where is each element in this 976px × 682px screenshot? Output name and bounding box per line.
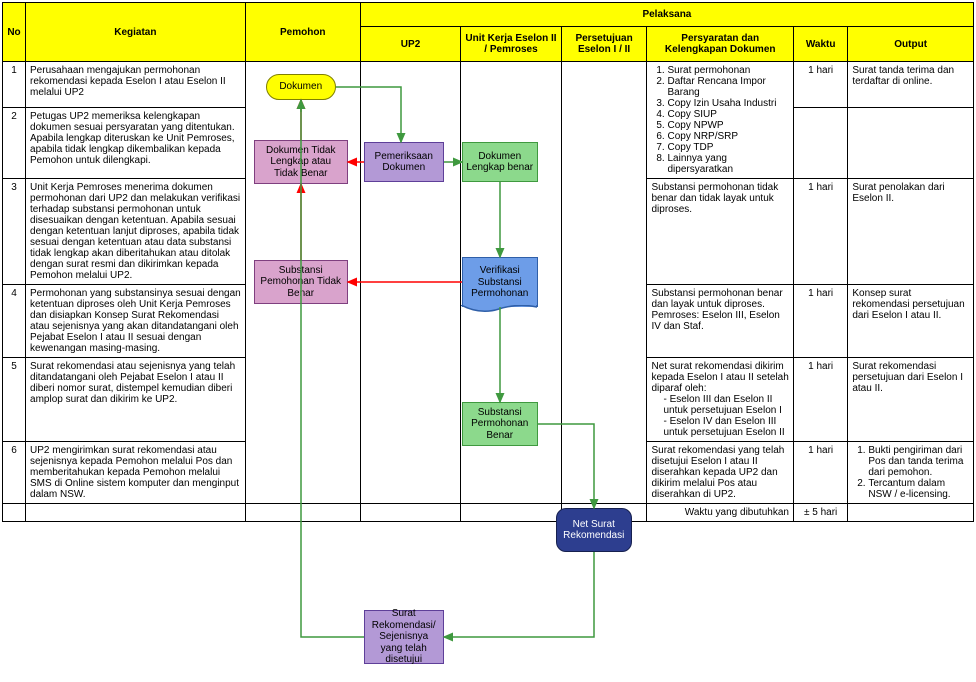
cell-output: Surat penolakan dari Eselon II. <box>848 179 974 285</box>
cell-no: 3 <box>3 179 26 285</box>
dok-item: Daftar Rencana Impor Barang <box>667 76 788 98</box>
cell-dok: Surat rekomendasi yang telah disetujui E… <box>647 442 793 504</box>
th-up2: UP2 <box>360 27 460 62</box>
cell-no: 2 <box>3 107 26 178</box>
out6-item: Tercantum dalam NSW / e-licensing. <box>868 478 969 500</box>
cell-output: Surat rekomendasi persetujuan dari Eselo… <box>848 358 974 442</box>
shape-surat: Surat Rekomendasi/ Sejenisnya yang telah… <box>364 610 444 664</box>
flow-pemohon: Dokumen Dokumen Tidak Lengkap atau Tidak … <box>245 62 360 504</box>
cell-no: 6 <box>3 442 26 504</box>
cell-dok: Substansi permohonan tidak benar dan tid… <box>647 179 793 285</box>
flow-up2 <box>360 62 460 504</box>
cell-no: 5 <box>3 358 26 442</box>
footer-label: Waktu yang dibutuhkan <box>647 504 793 522</box>
procedure-table: No Kegiatan Pemohon Pelaksana UP2 Unit K… <box>2 2 974 522</box>
dok5-item: - Eselon III dan Eselon II untuk persetu… <box>663 394 788 416</box>
th-waktu: Waktu <box>793 27 847 62</box>
shape-substansi_tb: Substansi Pemohonan Tidak Benar <box>254 260 348 304</box>
cell-output-6: Bukti pengiriman dari Pos dan tanda teri… <box>848 442 974 504</box>
dok-item: Copy TDP <box>667 142 788 153</box>
th-no: No <box>3 3 26 62</box>
cell-kegiatan: Petugas UP2 memeriksa kelengkapan dokume… <box>26 107 246 178</box>
cell-kegiatan: Unit Kerja Pemroses menerima dokumen per… <box>26 179 246 285</box>
flow-persetujuan <box>561 62 647 504</box>
dok-item: Lainnya yang dipersyaratkan <box>667 153 788 175</box>
shape-dokumen: Dokumen <box>266 74 336 100</box>
cell-dok-5: Net surat rekomendasi dikirim kepada Ese… <box>647 358 793 442</box>
dok-item: Copy NRP/SRP <box>667 131 788 142</box>
th-persyaratan: Persyaratan dan Kelengkapan Dokumen <box>647 27 793 62</box>
shape-net: Net Surat Rekomendasi <box>556 508 632 552</box>
th-output: Output <box>848 27 974 62</box>
cell-dok-1: Surat permohonanDaftar Rencana Impor Bar… <box>647 62 793 179</box>
cell-dok: Substansi permohonan benar dan layak unt… <box>647 285 793 358</box>
cell-no: 4 <box>3 285 26 358</box>
shape-tidak_lengkap: Dokumen Tidak Lengkap atau Tidak Benar <box>254 140 348 184</box>
cell-output <box>848 107 974 178</box>
cell-kegiatan: Permohonan yang substansinya sesuai deng… <box>26 285 246 358</box>
cell-output: Surat tanda terima dan terdaftar di onli… <box>848 62 974 108</box>
dok-item: Copy NPWP <box>667 120 788 131</box>
th-pemohon: Pemohon <box>245 3 360 62</box>
cell-waktu: 1 hari <box>793 442 847 504</box>
out6-item: Bukti pengiriman dari Pos dan tanda teri… <box>868 445 969 478</box>
row-1: 1 Perusahaan mengajukan permohonan rekom… <box>3 62 974 108</box>
cell-kegiatan: Perusahaan mengajukan permohonan rekomen… <box>26 62 246 108</box>
th-pelaksana: Pelaksana <box>360 3 973 27</box>
footer-total: ± 5 hari <box>793 504 847 522</box>
th-unit: Unit Kerja Eselon II / Pemroses <box>461 27 561 62</box>
dok-item: Copy Izin Usaha Industri <box>667 98 788 109</box>
dok-item: Surat permohonan <box>667 65 788 76</box>
dok5-intro: Net surat rekomendasi dikirim kepada Ese… <box>651 361 788 394</box>
cell-kegiatan: UP2 mengirimkan surat rekomendasi atau s… <box>26 442 246 504</box>
dok5-item: - Eselon IV dan Eselon III untuk persetu… <box>663 416 788 438</box>
cell-waktu: 1 hari <box>793 358 847 442</box>
th-kegiatan: Kegiatan <box>26 3 246 62</box>
dok-item: Copy SIUP <box>667 109 788 120</box>
cell-waktu: 1 hari <box>793 179 847 285</box>
cell-waktu: 1 hari <box>793 62 847 108</box>
cell-no: 1 <box>3 62 26 108</box>
cell-kegiatan: Surat rekomendasi atau sejenisnya yang t… <box>26 358 246 442</box>
cell-output: Konsep surat rekomendasi persetujuan dar… <box>848 285 974 358</box>
cell-waktu <box>793 107 847 178</box>
flow-unit <box>461 62 561 504</box>
cell-waktu: 1 hari <box>793 285 847 358</box>
th-persetujuan: Persetujuan Eselon I / II <box>561 27 647 62</box>
